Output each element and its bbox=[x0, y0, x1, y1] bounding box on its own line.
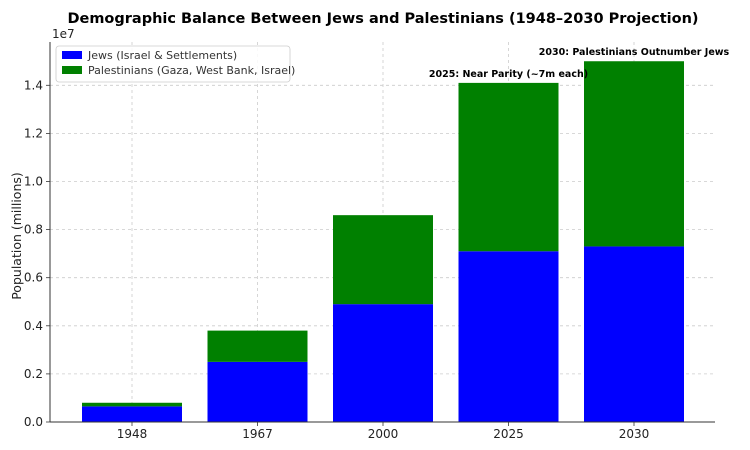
bar-palestinians-1967 bbox=[207, 330, 308, 362]
legend-swatch bbox=[62, 66, 82, 74]
x-tick-label: 2030 bbox=[619, 427, 650, 441]
bars bbox=[82, 61, 684, 422]
bar-jews-2000 bbox=[333, 304, 433, 422]
bar-palestinians-2025 bbox=[458, 82, 559, 252]
legend-box bbox=[55, 45, 291, 83]
x-tick-label: 1948 bbox=[117, 427, 148, 441]
y-tick-label: 0.0 bbox=[24, 415, 43, 429]
y-tick-label: 0.4 bbox=[24, 319, 43, 333]
chart-title: Demographic Balance Between Jews and Pal… bbox=[67, 11, 698, 27]
annotation-2030: 2030: Palestinians Outnumber Jews bbox=[539, 47, 730, 58]
bar-palestinians-1948 bbox=[82, 402, 182, 407]
y-tick-label: 1.4 bbox=[24, 78, 43, 92]
x-tick-label: 2000 bbox=[368, 427, 399, 441]
bar-jews-2030 bbox=[584, 246, 684, 422]
legend: Jews (Israel & Settlements) Palestinians … bbox=[55, 45, 295, 83]
x-tick-label: 2025 bbox=[493, 427, 524, 441]
legend-label: Jews (Israel & Settlements) bbox=[87, 49, 237, 62]
y-tick-label: 1.2 bbox=[24, 126, 43, 140]
annotations: 2025: Near Parity (~7m each) 2030: Palest… bbox=[429, 47, 730, 80]
bar-jews-1967 bbox=[207, 361, 308, 422]
y-tick-label: 1.0 bbox=[24, 174, 43, 188]
bar-jews-1948 bbox=[82, 406, 182, 422]
bar-palestinians-2030 bbox=[584, 61, 684, 247]
y-tick-label: 0.6 bbox=[24, 271, 43, 285]
bar-jews-2025 bbox=[458, 251, 559, 422]
bar-palestinians-2000 bbox=[333, 215, 433, 305]
y-axis-label: Population (millions) bbox=[9, 172, 24, 300]
legend-swatch bbox=[62, 51, 82, 59]
y-tick-label: 0.8 bbox=[24, 223, 43, 237]
legend-label: Palestinians (Gaza, West Bank, Israel) bbox=[88, 64, 295, 77]
annotation-2025: 2025: Near Parity (~7m each) bbox=[429, 69, 588, 80]
y-scale-label: 1e7 bbox=[52, 27, 75, 41]
tick-labels: 0.0 0.2 0.4 0.6 0.8 1.0 1.2 1.4 1948 1967 2000 2025… bbox=[24, 78, 649, 441]
y-tick-label: 0.2 bbox=[24, 367, 43, 381]
x-tick-label: 1967 bbox=[242, 427, 273, 441]
axes bbox=[46, 42, 715, 426]
